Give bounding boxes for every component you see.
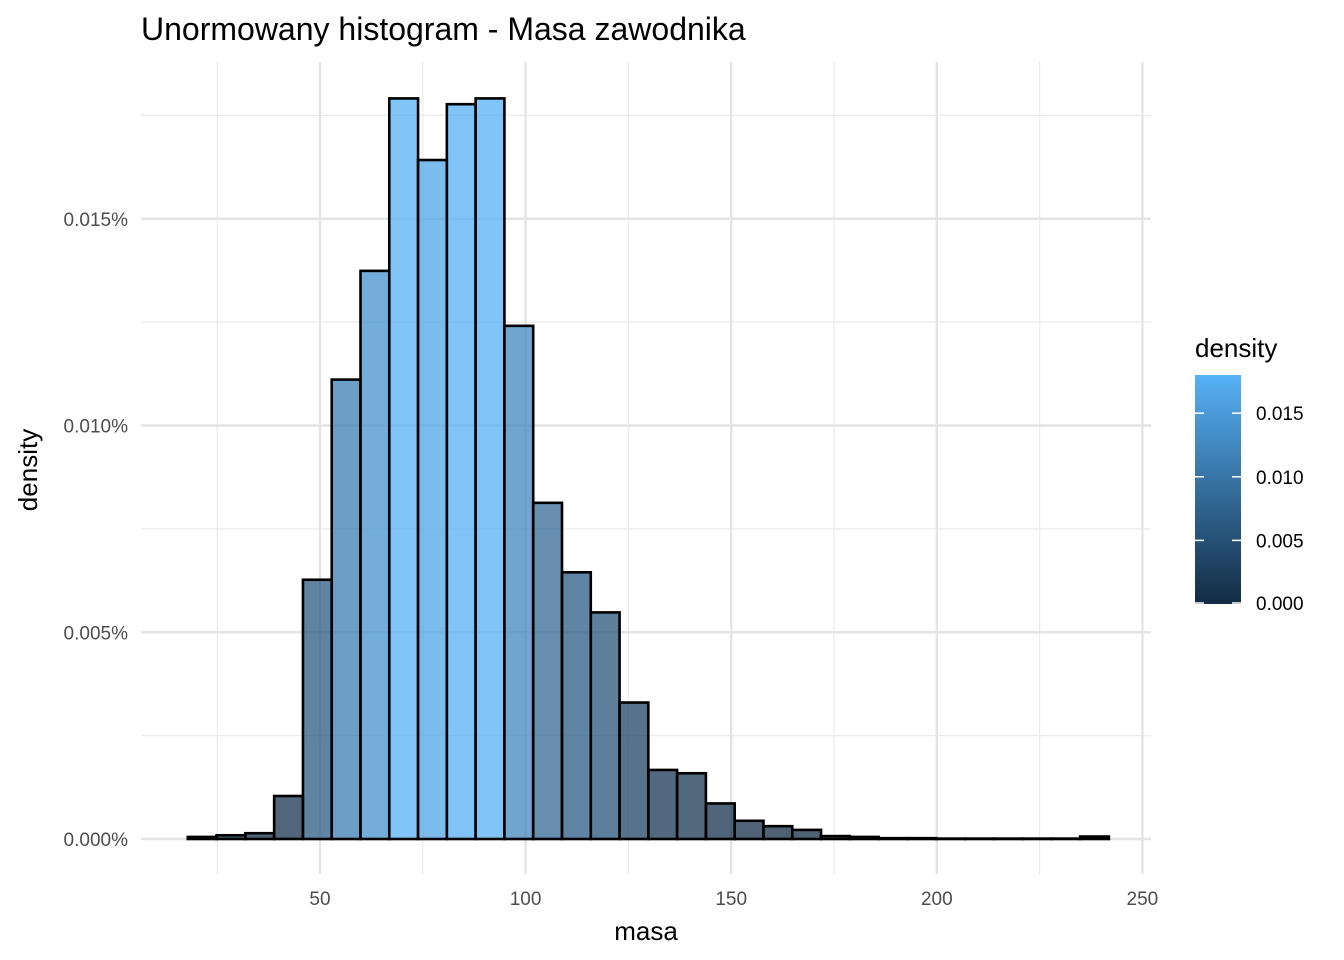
histogram-bars [186,97,1111,841]
histogram-bar [445,102,477,841]
x-axis-ticks: 50 100 150 200 250 [309,889,1158,910]
x-tick-label: 200 [921,889,953,910]
histogram-bar [244,831,276,841]
histogram-bar [416,158,449,841]
histogram-bar [675,771,708,841]
y-axis-ticks: 0.000% 0.005% 0.010% 0.015% [64,210,129,851]
histogram-bar [387,97,420,841]
x-tick-label: 250 [1127,889,1159,910]
histogram-bar [474,97,506,841]
histogram-bar [330,378,362,841]
histogram-bar [503,324,535,841]
histogram-bar [301,578,334,841]
histogram-bar [618,701,650,841]
x-tick-label: 100 [510,889,542,910]
histogram-bar [272,794,305,841]
legend-colorbar [1195,375,1241,604]
histogram-bar [531,501,564,841]
histogram-bar [186,835,218,841]
legend-tick-label: 0.000 [1256,594,1304,615]
x-tick-label: 150 [715,889,747,910]
legend-tick-label: 0.010 [1256,468,1304,489]
histogram-bar [215,833,247,841]
y-tick-label: 0.000% [64,830,129,851]
histogram-bar [704,802,736,841]
histogram-bar [733,819,765,841]
color-legend: density 0.000 0.005 0.010 0.015 [1195,333,1304,615]
histogram-bar [819,834,852,841]
y-tick-label: 0.010% [64,417,129,438]
chart-title: Unormowany histogram - Masa zawodnika [141,11,746,47]
histogram-bar [762,824,794,841]
y-axis-title: density [13,429,43,511]
histogram-bar [877,836,909,841]
histogram-bar [359,269,391,841]
x-axis-title: masa [614,916,678,946]
histogram-bar [647,768,679,841]
legend-tick-label: 0.005 [1256,531,1304,552]
x-tick-label: 50 [309,889,330,910]
y-tick-label: 0.015% [64,210,129,231]
histogram-bar [560,570,593,841]
histogram-bar [906,836,938,841]
legend-tick-label: 0.015 [1256,404,1304,425]
histogram-bar [790,828,823,841]
histogram-bar [589,611,621,841]
histogram-bar [848,835,880,841]
legend-title: density [1195,333,1277,363]
y-tick-label: 0.005% [64,623,129,644]
legend-ticks: 0.000 0.005 0.010 0.015 [1195,404,1304,615]
histogram-bar [1078,835,1111,841]
